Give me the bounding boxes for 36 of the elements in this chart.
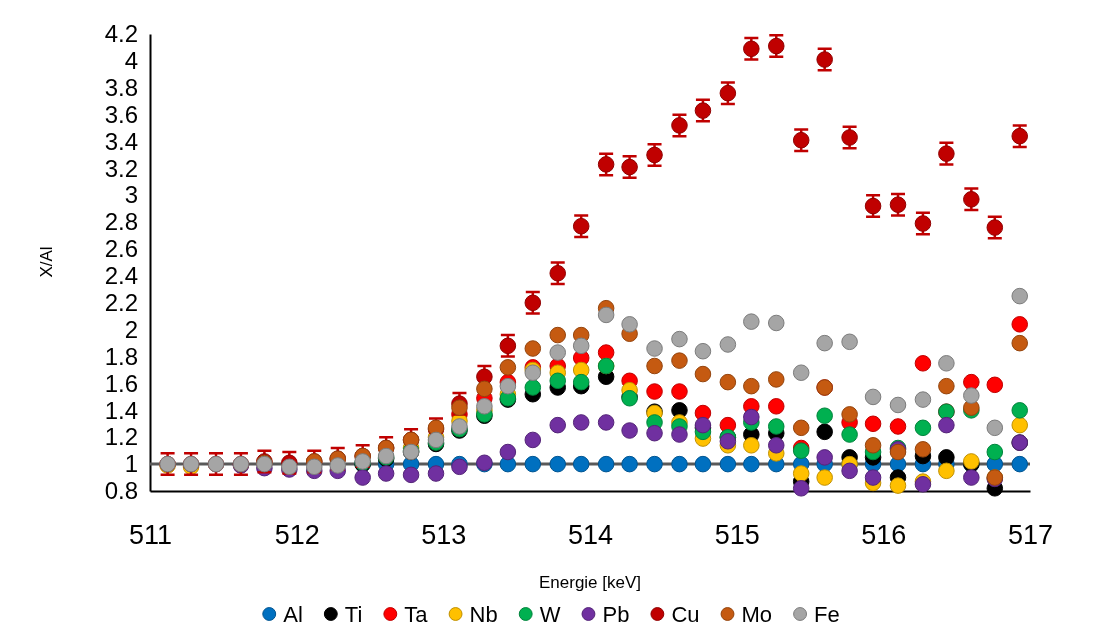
y-tick-label: 1.8: [104, 342, 138, 370]
legend-label: W: [539, 602, 561, 627]
x-tick-label: 511: [128, 520, 173, 551]
y-tick-label: 3.8: [104, 73, 138, 101]
y-tick-label: 1.4: [104, 396, 138, 424]
legend-label: Ti: [344, 602, 363, 627]
y-tick-label: 4: [124, 47, 138, 75]
legend-label: Nb: [469, 602, 498, 627]
y-tick-label: 2.2: [104, 289, 138, 316]
y-tick-label: 4.2: [104, 20, 138, 48]
legend-label: Ta: [404, 602, 429, 627]
x-tick-label: 517: [1007, 520, 1054, 551]
y-tick-label: 1.6: [104, 369, 138, 397]
legend-label: Cu: [671, 602, 700, 627]
x-tick-label: 513: [421, 520, 467, 551]
y-tick-label: 3.6: [104, 100, 138, 128]
y-tick-label: 2: [124, 315, 138, 343]
y-tick-label: 2.4: [104, 262, 138, 290]
x-tick-label: 516: [861, 520, 907, 551]
y-tick-label: 3: [124, 181, 138, 209]
y-axis-title: X/Al: [37, 246, 56, 278]
legend-label: Al: [283, 602, 303, 627]
x-tick-label: 512: [274, 520, 320, 551]
y-tick-label: 3.2: [104, 154, 138, 182]
legend-label: Mo: [741, 602, 773, 627]
x-axis-title: Energie [keV]: [538, 573, 642, 592]
legend-label: Fe: [814, 602, 840, 627]
legend-label: Pb: [602, 602, 630, 627]
y-tick-label: 2.6: [104, 235, 138, 263]
x-tick-label: 515: [714, 520, 760, 551]
x-tick-label: 514: [567, 520, 614, 551]
y-tick-label: 0.8: [104, 477, 138, 505]
y-tick-label: 1.2: [104, 423, 138, 451]
y-tick-label: 1: [124, 450, 138, 478]
y-tick-label: 2.8: [104, 208, 138, 236]
y-tick-label: 3.4: [104, 127, 138, 155]
